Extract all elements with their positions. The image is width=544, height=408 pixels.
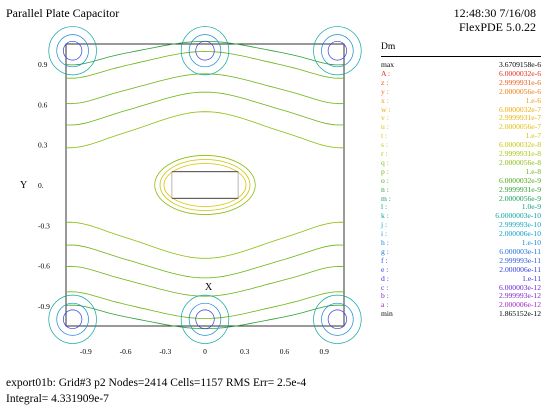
y-axis-label: Y: [20, 180, 27, 191]
timestamp-block: 12:48:30 7/16/08 FlexPDE 5.0.22: [454, 6, 536, 34]
run-summary: export01b: Grid#3 p2 Nodes=2414 Cells=11…: [6, 377, 307, 389]
x-tick-label: 0.9: [319, 347, 329, 356]
corner-contour: [56, 302, 89, 336]
corner-contour: [313, 26, 362, 76]
corner-contour: [327, 40, 347, 61]
y-tick-label: 0.9: [38, 60, 48, 69]
contour-line: [65, 91, 345, 126]
corner-contour: [195, 40, 215, 61]
y-tick-label: -0.3: [38, 221, 50, 230]
y-tick-labels: 0.9 0.6 0.3 0. -0.3 -0.6 -0.9: [38, 60, 50, 311]
contour-lines: [48, 26, 362, 344]
corner-contour: [56, 34, 89, 68]
corner-contour: [180, 26, 230, 76]
y-tick-label: -0.6: [38, 262, 50, 271]
corner-contour: [180, 294, 230, 344]
contour-line: [65, 244, 345, 279]
plot-frame: [65, 43, 345, 327]
corner-contour: [63, 309, 83, 330]
time-date: 12:48:30 7/16/08: [453, 6, 536, 20]
contour-line: [65, 73, 345, 105]
x-tick-labels: -0.9 -0.6 -0.3 0 0.3 0.6 0.9: [80, 347, 329, 356]
corner-contour: [63, 40, 83, 61]
corner-contour: [195, 309, 215, 330]
y-tick-label: 0.6: [38, 100, 48, 109]
contour-line: [65, 304, 345, 330]
x-axis-label: X: [205, 282, 213, 293]
contour-line: [65, 265, 345, 297]
corner-contour: [321, 34, 354, 68]
corner-contour: [188, 302, 222, 336]
contour-line: [65, 51, 345, 79]
corner-contour: [48, 26, 97, 76]
contour-line: [65, 291, 345, 319]
corner-contour: [313, 294, 362, 344]
x-tick-label: -0.9: [80, 347, 92, 356]
x-tick-label: 0: [203, 347, 207, 356]
corner-contour: [321, 302, 354, 336]
plate-region: [171, 171, 239, 199]
capacitor-plates: [171, 171, 239, 199]
corner-contour: [327, 309, 347, 330]
version-label: FlexPDE 5.0.22: [458, 20, 536, 34]
contour-ring: [159, 159, 251, 211]
contour-line: [65, 111, 345, 149]
x-tick-label: -0.6: [120, 347, 132, 356]
contour-ring: [163, 163, 247, 207]
y-tick-label: 0.: [38, 181, 44, 190]
y-tick-label: -0.9: [38, 302, 50, 311]
contour-ring: [154, 155, 256, 215]
corner-contour: [48, 294, 97, 344]
x-tick-label: 0.6: [280, 347, 290, 356]
corner-contour: [188, 34, 222, 68]
y-tick-label: 0.3: [38, 141, 48, 150]
integral-value: Integral= 4.331909e-7: [6, 393, 109, 405]
plot-title: Parallel Plate Capacitor: [6, 6, 120, 20]
x-tick-label: 0.3: [240, 347, 250, 356]
x-tick-label: -0.3: [159, 347, 171, 356]
contour-line: [65, 221, 345, 259]
contour-line: [65, 40, 345, 66]
